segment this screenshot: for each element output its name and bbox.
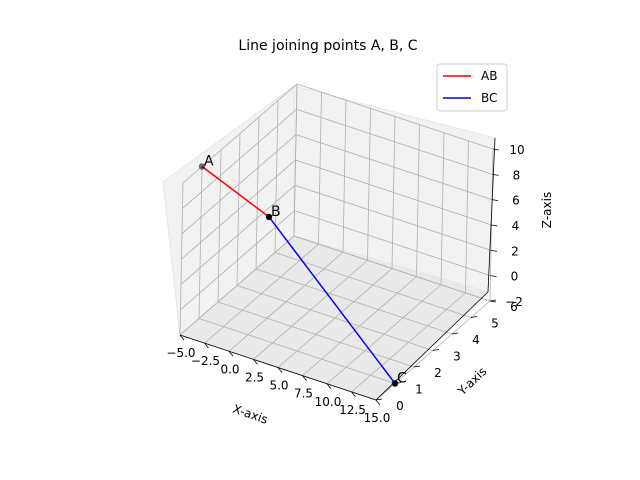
x-tick <box>204 342 209 349</box>
legend-label-bc: BC <box>481 91 497 105</box>
z-tick <box>491 199 499 202</box>
legend-label-ab: AB <box>481 69 497 83</box>
grid-lines <box>179 83 494 401</box>
z-tick-label: 10 <box>509 143 524 157</box>
x-tick-label: 10.0 <box>315 395 342 409</box>
x-tick <box>277 367 283 373</box>
z-tick <box>489 300 497 303</box>
legend: AB BC <box>436 63 508 112</box>
y-tick <box>375 398 383 401</box>
point-label-c: C <box>397 371 407 387</box>
z-axis-line <box>487 137 496 293</box>
z-gridline <box>180 184 492 285</box>
x-tick-label: 5.0 <box>269 379 288 393</box>
x-tick <box>302 375 307 381</box>
z-gridline <box>182 83 494 184</box>
data-markers: A B C <box>198 154 407 387</box>
x-tick-label: −5.0 <box>166 346 195 360</box>
y-tick-label: 6 <box>510 300 518 314</box>
x-tick <box>253 359 258 365</box>
y-tick-label: 1 <box>415 383 423 397</box>
y-tick-label: 0 <box>396 399 404 413</box>
x-tick-label: 12.5 <box>339 403 366 417</box>
point-marker-a <box>198 163 206 170</box>
z-tick-label: 0 <box>511 270 519 284</box>
x-tick <box>326 383 332 389</box>
z-tick <box>490 249 498 252</box>
point-label-a: A <box>204 154 214 170</box>
chart-title: Line joining points A, B, C <box>238 38 417 54</box>
x-tick-label: 7.5 <box>294 387 313 401</box>
x-tick-label: 15.0 <box>364 411 391 425</box>
z-tick-label: 2 <box>511 244 519 258</box>
y-tick-label: 3 <box>453 350 461 364</box>
series-line-bc <box>268 216 396 384</box>
x-tick <box>179 334 185 341</box>
z-tick-label: −2 <box>505 295 523 309</box>
z-tick-label: 6 <box>512 194 520 208</box>
series-line-ab <box>201 165 270 218</box>
x-tick-label: 0.0 <box>220 362 239 376</box>
x-tick <box>228 351 234 357</box>
point-label-b: B <box>271 204 281 220</box>
z-tick <box>492 173 499 176</box>
z-gridline <box>180 210 491 310</box>
z-gridline <box>181 159 492 260</box>
x-tick-label: 2.5 <box>245 370 264 384</box>
y-tick-label: 2 <box>434 366 442 380</box>
point-marker-b <box>265 213 273 221</box>
z-tick <box>491 224 498 227</box>
y-tick <box>432 349 440 351</box>
z-tick <box>490 275 497 278</box>
point-marker-c <box>391 380 399 387</box>
y-tick <box>470 316 478 318</box>
y-tick <box>451 332 459 335</box>
z-gridline <box>179 235 491 336</box>
x-tick-label: −2.5 <box>191 354 220 368</box>
y-tick-label: 4 <box>472 333 480 347</box>
z-tick-label: 4 <box>512 219 520 233</box>
z-tick <box>492 148 500 151</box>
y-tick <box>413 365 421 368</box>
x-tick <box>351 391 356 398</box>
z-tick-label: 8 <box>513 168 521 182</box>
z-axis-label: Z-axis <box>540 192 554 228</box>
z-gridline <box>181 134 493 234</box>
data-series <box>201 165 396 384</box>
y-tick-label: 5 <box>491 317 499 331</box>
tick-labels: −5.0−2.50.02.55.07.510.012.515.00123456−… <box>166 143 524 425</box>
z-gridline <box>182 108 493 209</box>
x-tick <box>375 399 381 406</box>
